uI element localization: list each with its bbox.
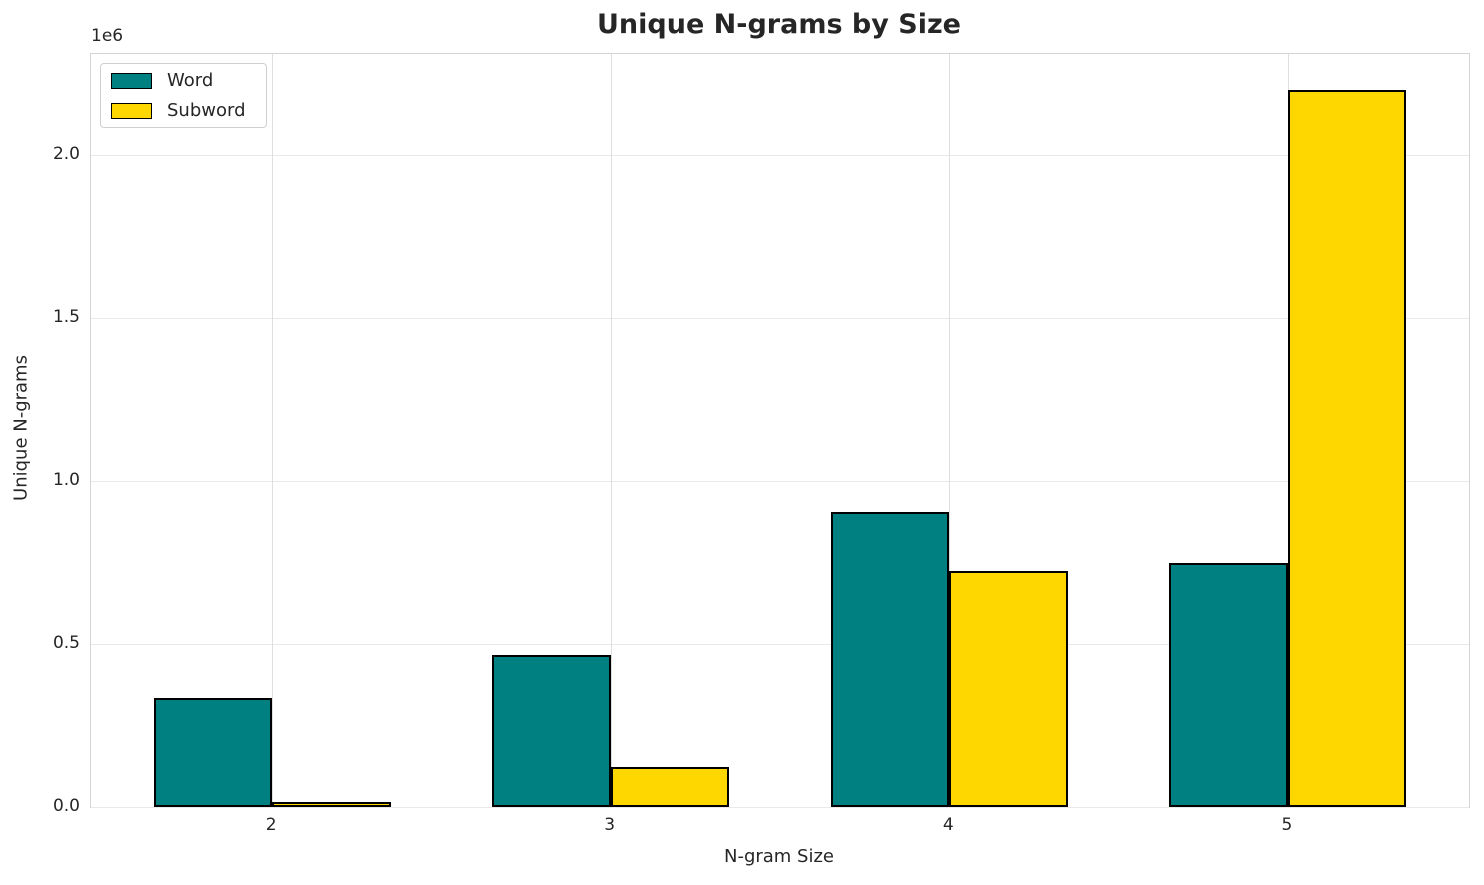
h-gridline-0.5 (91, 644, 1469, 645)
v-gridline-4 (949, 54, 951, 807)
v-gridline-3 (610, 54, 612, 807)
bar-word-4 (830, 511, 950, 807)
word-swatch-icon (111, 72, 152, 89)
x-axis-label: N-gram Size (723, 846, 835, 867)
v-gridline-2 (272, 54, 274, 807)
h-gridline-1.0 (91, 481, 1469, 483)
y-tick-label-2.0: 2.0 (52, 144, 80, 165)
x-tick-label-5: 5 (1281, 815, 1293, 835)
legend-entry-word: Word (111, 70, 266, 91)
legend: Word Subword (100, 63, 267, 128)
bar-subword-3 (610, 767, 730, 807)
bar-subword-5 (1287, 89, 1407, 807)
bar-subword-4 (949, 570, 1068, 807)
subword-swatch-icon (111, 102, 152, 119)
y-tick-label-0.0: 0.0 (52, 796, 80, 816)
y-axis-offset-text: 1e6 (91, 26, 124, 46)
bar-word-3 (492, 655, 611, 807)
chart-title: Unique N-grams by Size (597, 9, 961, 40)
h-gridline-2.0 (91, 155, 1469, 157)
bar-word-5 (1169, 562, 1288, 807)
y-tick-label-0.5: 0.5 (52, 633, 80, 653)
x-tick-label-3: 3 (604, 815, 616, 835)
h-gridline-0.0 (91, 807, 1469, 808)
bar-word-2 (153, 697, 273, 807)
bar-subword-2 (272, 802, 391, 807)
x-tick-label-4: 4 (942, 815, 954, 835)
legend-label-word: Word (167, 70, 214, 91)
y-tick-label-1.5: 1.5 (52, 307, 80, 328)
legend-label-subword: Subword (167, 100, 246, 121)
x-tick-label-2: 2 (265, 815, 277, 835)
plot-area (90, 53, 1470, 808)
y-axis-label: Unique N-grams (10, 355, 32, 501)
y-tick-label-1.0: 1.0 (52, 470, 80, 491)
h-gridline-1.5 (91, 318, 1469, 320)
legend-entry-subword: Subword (111, 100, 266, 121)
